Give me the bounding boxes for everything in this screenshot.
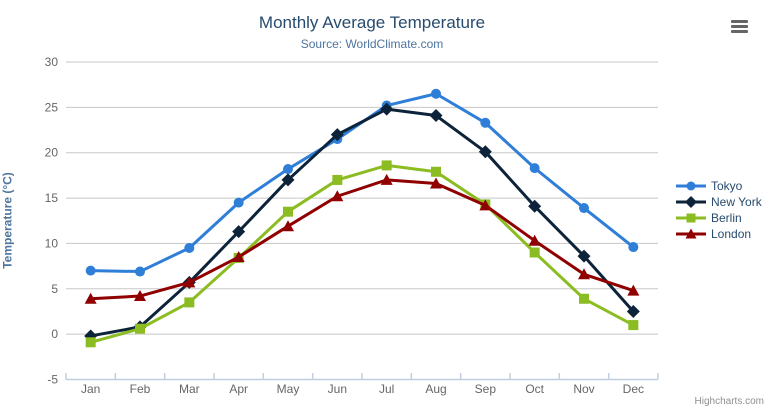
data-point-tokyo[interactable]: [529, 163, 540, 174]
x-axis-label: Jan: [81, 382, 100, 396]
data-point-tokyo[interactable]: [135, 266, 145, 277]
legend-marker-diamond-icon: [676, 196, 706, 208]
legend-symbol-marker: [686, 213, 696, 223]
data-point-new-york[interactable]: [478, 145, 492, 159]
y-axis-title: Temperature (°C): [0, 172, 15, 269]
data-point-berlin[interactable]: [628, 320, 639, 331]
y-axis-label: 5: [51, 282, 58, 296]
legend-item-label: Berlin: [711, 211, 742, 225]
data-point-london[interactable]: [232, 251, 245, 263]
x-axis-label: Feb: [130, 382, 151, 396]
legend-symbol-marker: [685, 196, 697, 208]
y-axis-label: 20: [45, 146, 59, 160]
data-point-new-york[interactable]: [429, 109, 443, 123]
data-point-new-york[interactable]: [232, 225, 246, 239]
data-point-new-york[interactable]: [380, 102, 394, 116]
legend-item-london[interactable]: London: [676, 227, 762, 241]
series-line-london: [89, 178, 635, 301]
data-point-london[interactable]: [331, 190, 344, 202]
data-point-tokyo[interactable]: [85, 265, 96, 276]
x-axis-label: Apr: [229, 382, 248, 396]
data-point-berlin[interactable]: [431, 166, 441, 177]
data-point-berlin[interactable]: [381, 160, 392, 171]
x-axis-label: Oct: [525, 382, 544, 396]
data-point-new-york[interactable]: [528, 199, 542, 213]
legend-marker-circle-icon: [676, 181, 706, 191]
y-axis-label: 15: [45, 191, 59, 205]
data-point-london[interactable]: [84, 292, 97, 304]
legend-item-berlin[interactable]: Berlin: [676, 211, 762, 225]
data-point-tokyo[interactable]: [184, 242, 195, 253]
y-axis-label: 0: [51, 327, 58, 341]
y-axis-label: -5: [47, 373, 58, 387]
x-axis-label: Sep: [475, 382, 497, 396]
y-axis-label: 30: [45, 55, 59, 69]
legend-symbol-marker: [686, 181, 696, 191]
legend-marker-triangle-icon: [676, 228, 706, 239]
data-point-new-york[interactable]: [626, 304, 640, 318]
data-point-london[interactable]: [479, 199, 492, 211]
chart-subtitle: Source: WorldClimate.com: [300, 37, 444, 51]
data-point-tokyo[interactable]: [431, 88, 441, 99]
x-axis-label: Jul: [379, 382, 394, 396]
data-point-tokyo[interactable]: [283, 164, 293, 175]
data-point-berlin[interactable]: [184, 297, 195, 308]
data-point-london[interactable]: [627, 284, 640, 296]
data-point-tokyo[interactable]: [480, 117, 491, 128]
data-point-berlin[interactable]: [529, 247, 540, 258]
x-axis-label: Aug: [425, 382, 446, 396]
data-point-new-york[interactable]: [330, 128, 344, 142]
data-point-london[interactable]: [578, 268, 590, 280]
data-point-london[interactable]: [528, 234, 541, 246]
legend-item-label: Tokyo: [711, 179, 743, 193]
legend-item-label: New York: [711, 195, 762, 209]
data-point-berlin[interactable]: [85, 337, 96, 348]
chart-title: Monthly Average Temperature: [258, 13, 486, 32]
legend: Tokyo New York Berlin London: [676, 179, 762, 241]
data-point-london[interactable]: [282, 220, 294, 232]
data-point-berlin[interactable]: [332, 174, 343, 185]
credits-link[interactable]: Highcharts.com: [694, 396, 764, 407]
data-point-berlin[interactable]: [135, 323, 145, 334]
data-point-london[interactable]: [430, 177, 442, 189]
data-point-tokyo[interactable]: [579, 203, 589, 214]
data-point-london[interactable]: [380, 173, 393, 185]
x-axis-label: Jun: [328, 382, 347, 396]
series-line-new-york: [89, 107, 635, 338]
x-axis-label: May: [277, 382, 300, 396]
x-axis-label: Mar: [179, 382, 200, 396]
data-point-new-york[interactable]: [281, 173, 295, 187]
context-menu-button[interactable]: [726, 15, 754, 37]
data-point-berlin[interactable]: [283, 206, 293, 217]
data-point-new-york[interactable]: [577, 249, 591, 263]
series-line-berlin: [89, 163, 635, 344]
legend-item-new-york[interactable]: New York: [676, 195, 762, 209]
y-axis-label: 25: [45, 100, 59, 114]
legend-marker-square-icon: [676, 213, 706, 223]
x-axis-label: Nov: [573, 382, 594, 396]
legend-item-label: London: [711, 227, 752, 241]
data-point-london[interactable]: [183, 276, 196, 288]
x-axis-label: Dec: [623, 382, 644, 396]
data-point-berlin[interactable]: [579, 293, 589, 304]
legend-symbol-marker: [685, 228, 697, 239]
data-point-tokyo[interactable]: [233, 197, 244, 208]
legend-item-tokyo[interactable]: Tokyo: [676, 179, 762, 193]
data-point-london[interactable]: [134, 290, 146, 302]
data-point-tokyo[interactable]: [628, 242, 639, 253]
y-axis-label: 10: [45, 236, 59, 250]
